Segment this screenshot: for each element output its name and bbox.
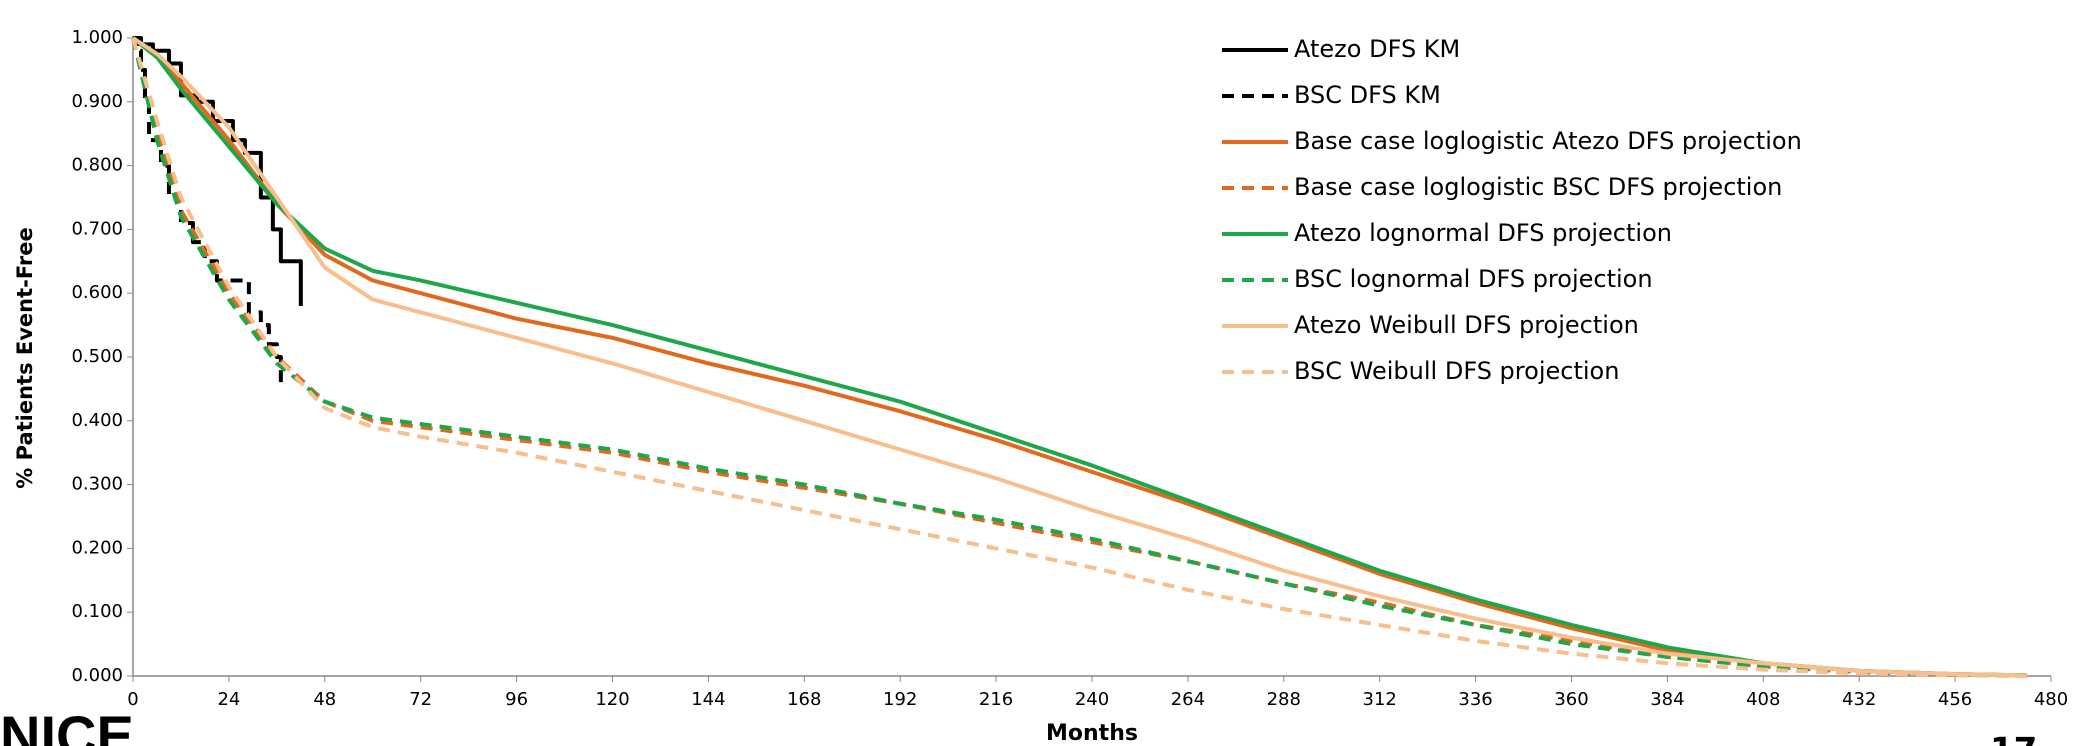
x-tick-label: 0 (127, 689, 138, 710)
legend-label: BSC lognormal DFS projection (1294, 265, 1653, 293)
x-tick-label: 360 (1554, 689, 1588, 710)
y-tick-label: 0.700 (71, 218, 123, 239)
page-number: 17 (1990, 731, 2037, 746)
y-tick-label: 0.100 (71, 601, 123, 622)
legend-label: Base case loglogistic BSC DFS projection (1294, 173, 1782, 201)
x-tick-label: 192 (883, 689, 917, 710)
x-tick-label: 48 (313, 689, 336, 710)
x-tick-label: 168 (787, 689, 821, 710)
x-tick-label: 432 (1842, 689, 1876, 710)
y-tick-label: 0.500 (71, 346, 123, 367)
y-tick-label: 0.400 (71, 410, 123, 431)
x-tick-label: 288 (1267, 689, 1301, 710)
x-tick-label: 216 (979, 689, 1013, 710)
legend-label: BSC DFS KM (1294, 81, 1441, 109)
x-tick-label: 144 (691, 689, 725, 710)
y-axis-label: % Patients Event-Free (13, 227, 37, 488)
x-tick-label: 264 (1171, 689, 1205, 710)
series-line (131, 36, 2028, 678)
x-tick-label: 384 (1650, 689, 1684, 710)
logo-text: NICE (0, 704, 134, 746)
legend-label: Atezo DFS KM (1294, 35, 1460, 63)
x-tick-label: 480 (2034, 689, 2068, 710)
series-line (131, 37, 2028, 678)
series-line (133, 36, 283, 383)
x-axis-label: Months (1046, 721, 1138, 746)
y-tick-label: 0.000 (71, 665, 123, 686)
x-tick-label: 240 (1075, 689, 1109, 710)
y-tick-label: 1.000 (71, 27, 123, 48)
x-tick-label: 312 (1363, 689, 1397, 710)
x-tick-label: 456 (1938, 689, 1972, 710)
legend-label: Atezo lognormal DFS projection (1294, 219, 1672, 247)
legend-label: Atezo Weibull DFS projection (1294, 311, 1639, 339)
y-tick-label: 0.300 (71, 474, 123, 495)
x-tick-label: 120 (595, 689, 629, 710)
y-tick-label: 0.200 (71, 537, 123, 558)
x-tick-label: 24 (217, 689, 240, 710)
y-tick-label: 0.800 (71, 155, 123, 176)
series-line (131, 36, 2028, 678)
legend-label: BSC Weibull DFS projection (1294, 357, 1619, 385)
x-tick-label: 408 (1746, 689, 1780, 710)
x-tick-label: 72 (409, 689, 432, 710)
legend-label: Base case loglogistic Atezo DFS projecti… (1294, 127, 1802, 155)
x-tick-label: 336 (1458, 689, 1492, 710)
y-tick-label: 0.900 (71, 91, 123, 112)
series-line (131, 37, 2028, 678)
y-tick-label: 0.600 (71, 282, 123, 303)
x-tick-label: 96 (505, 689, 528, 710)
